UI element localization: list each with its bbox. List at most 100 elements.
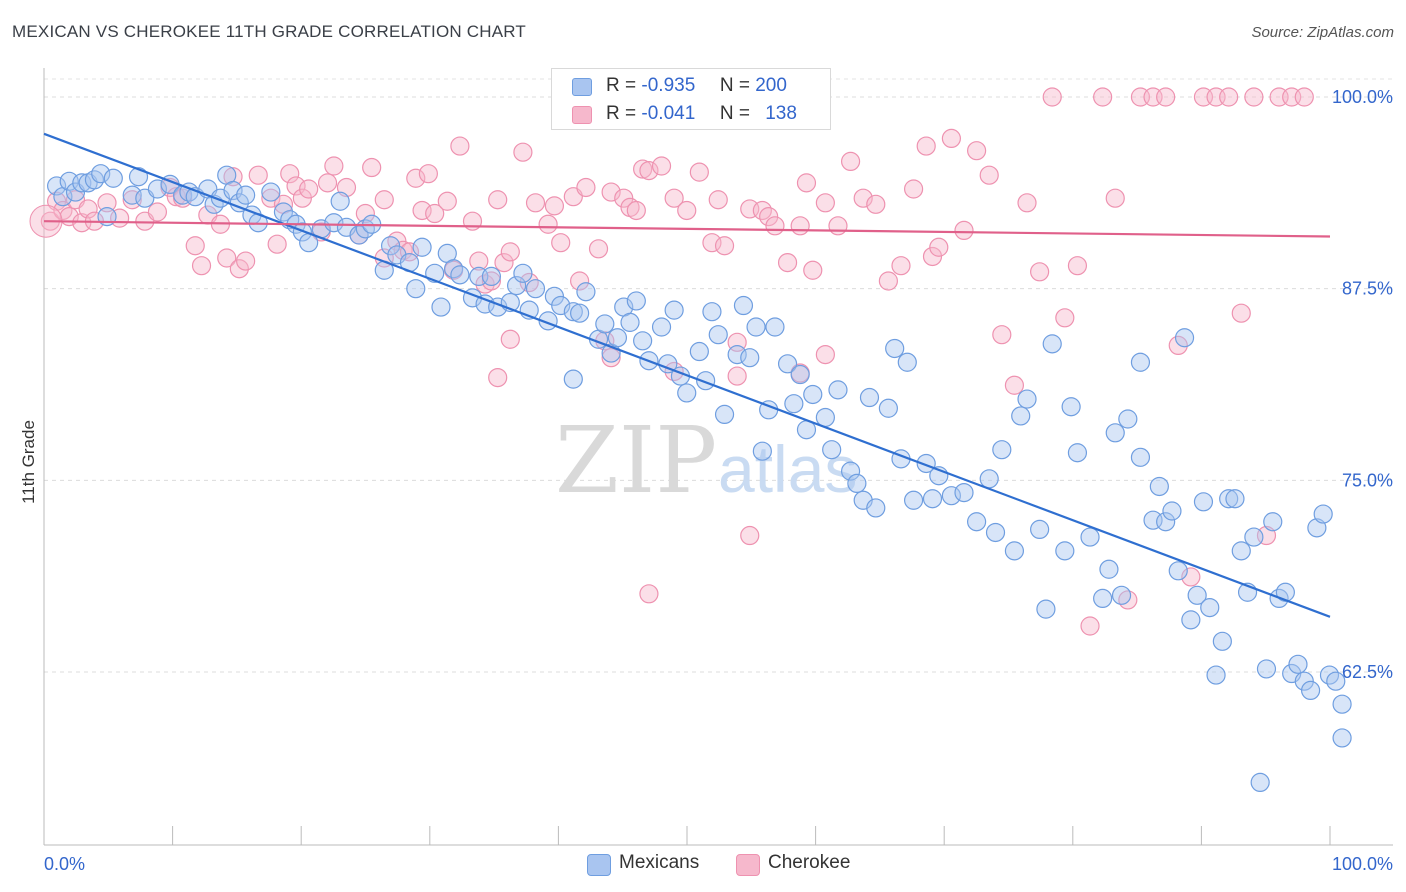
- cherokee-point: [412, 200, 432, 221]
- mexicans-point: [330, 191, 350, 211]
- cherokee-point: [815, 193, 835, 213]
- mexicans-point: [620, 312, 640, 332]
- cherokee-point: [664, 188, 684, 208]
- cherokee-point: [1244, 87, 1264, 107]
- mexicans-point: [651, 317, 672, 337]
- cherokee-r-value: -0.041: [641, 103, 696, 124]
- cherokee-point: [878, 271, 898, 291]
- cherokee-point: [1080, 616, 1100, 636]
- mexicans-point: [1067, 443, 1088, 463]
- cherokee-point: [639, 584, 659, 604]
- mexicans-n-value: 200: [755, 75, 787, 96]
- mexicans-point: [828, 380, 848, 400]
- cherokee-point: [601, 182, 621, 202]
- cherokee-point: [488, 368, 508, 388]
- cherokee-point: [740, 525, 760, 546]
- cherokee-point: [223, 167, 243, 187]
- y-tick-label-2: 75.0%: [1342, 470, 1393, 490]
- mexicans-point: [406, 279, 426, 299]
- cherokee-point: [1156, 87, 1176, 107]
- cherokee-point: [727, 366, 747, 386]
- mexicans-point: [1004, 541, 1025, 561]
- mexicans-point: [1313, 504, 1333, 524]
- mexicans-point: [847, 473, 867, 493]
- cherokee-n-value: 138: [765, 103, 797, 124]
- mexicans-point: [922, 489, 943, 509]
- cherokee-point: [1294, 87, 1314, 107]
- cherokee-point: [828, 216, 848, 236]
- cherokee-point: [626, 200, 646, 221]
- mexicans-point: [1130, 447, 1151, 467]
- cherokee-point: [488, 190, 508, 210]
- cherokee-n-label: N =: [719, 103, 750, 124]
- mexicans-point: [1263, 512, 1283, 532]
- cherokee-point: [261, 188, 281, 208]
- y-tick-label-1: 87.5%: [1342, 279, 1393, 299]
- cherokee-point: [494, 253, 514, 273]
- mexicans-point: [1030, 519, 1050, 540]
- mexicans-point: [765, 317, 785, 337]
- mexicans-point: [1300, 680, 1321, 701]
- mexicans-point: [563, 302, 583, 322]
- cherokee-point: [601, 348, 621, 368]
- mexicans-point: [714, 404, 735, 424]
- cherokee-point: [903, 179, 924, 199]
- mexicans-points: [47, 164, 1352, 793]
- mexicans-point: [1332, 694, 1352, 714]
- cherokee-point: [777, 253, 798, 273]
- mexicans-point: [626, 291, 646, 311]
- cherokee-point: [714, 236, 735, 256]
- cherokee-point: [941, 128, 962, 148]
- cherokee-point: [324, 156, 344, 176]
- cherokee-point: [979, 165, 999, 185]
- x-tick-label-min: 0.0%: [44, 854, 85, 874]
- mexicans-swatch: [572, 78, 592, 96]
- mexicans-point: [1156, 512, 1176, 532]
- mexicans-point: [1111, 585, 1132, 605]
- cherokee-point: [267, 234, 287, 254]
- mexicans-trend-line: [43, 132, 1331, 618]
- cherokee-point: [570, 271, 590, 291]
- cherokee-point: [185, 236, 205, 256]
- cherokee-point: [538, 214, 558, 234]
- cherokee-point: [399, 242, 420, 262]
- mexicans-point: [1181, 610, 1201, 630]
- mexicans-point: [72, 173, 92, 193]
- watermark-zip: ZIP: [555, 407, 717, 514]
- cherokee-point: [1231, 303, 1251, 323]
- mexicans-point: [1168, 561, 1188, 581]
- mexicans-point: [689, 341, 709, 362]
- mexicans-point: [897, 352, 917, 372]
- mexicans-point: [664, 300, 684, 320]
- mexicans-point: [1162, 501, 1182, 521]
- mexicans-point: [273, 202, 294, 222]
- mexicans-point: [1219, 489, 1239, 509]
- cherokee-point: [500, 242, 520, 262]
- mexicans-point: [450, 265, 470, 285]
- mexicans-point: [1042, 334, 1062, 354]
- mexicans-point: [992, 440, 1012, 460]
- cherokee-point: [280, 164, 300, 184]
- mexicans-point: [1105, 423, 1125, 443]
- cherokee-point: [362, 157, 382, 178]
- mexicans-point: [47, 176, 67, 196]
- mexicans-legend-label: Mexicans: [619, 852, 700, 873]
- cherokee-point: [418, 164, 438, 184]
- mexicans-point: [1231, 541, 1251, 561]
- mexicans-point: [1036, 599, 1056, 619]
- y-tick-labels: 100.0% 87.5% 75.0% 62.5%: [1332, 87, 1393, 682]
- cherokee-point: [708, 190, 728, 210]
- cherokee-point: [796, 173, 817, 193]
- cherokee-swatch: [572, 106, 592, 124]
- mexicans-point: [1288, 654, 1308, 674]
- mexicans-point: [784, 394, 804, 414]
- mexicans-point: [1206, 665, 1226, 685]
- cherokee-point: [853, 188, 873, 208]
- cherokee-point: [1055, 308, 1075, 328]
- mexicans-point: [985, 522, 1006, 543]
- cherokee-point: [765, 216, 785, 236]
- cherokee-trend-line: [43, 220, 1331, 238]
- mexicans-point: [954, 483, 974, 503]
- cherokee-point: [217, 248, 237, 268]
- mexicans-point: [1225, 489, 1245, 509]
